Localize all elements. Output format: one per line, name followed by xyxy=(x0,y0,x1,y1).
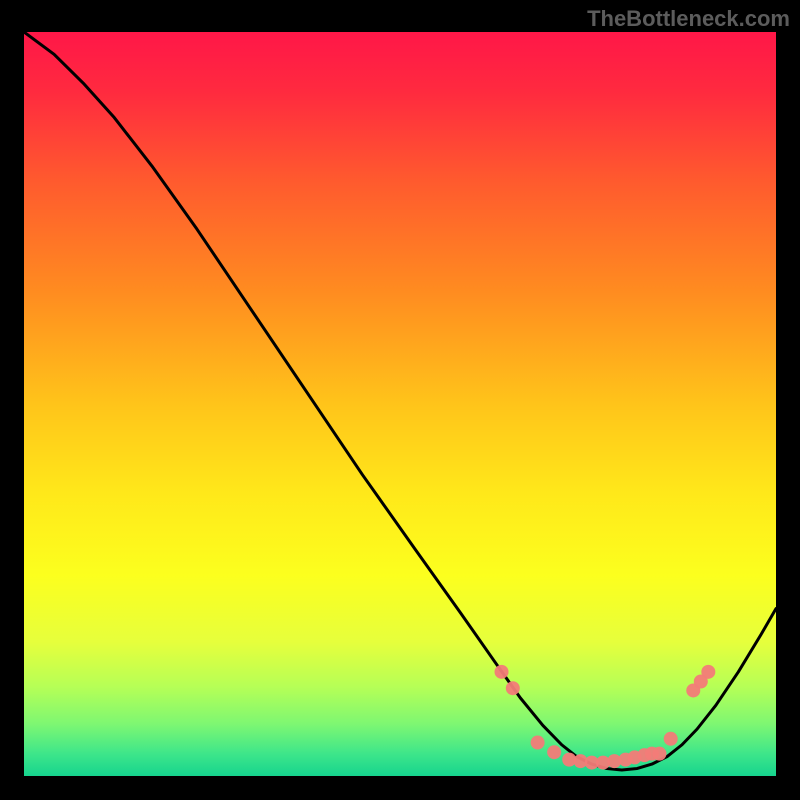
gradient-background xyxy=(24,32,776,776)
watermark-text: TheBottleneck.com xyxy=(587,6,790,32)
plot-area xyxy=(24,32,776,776)
chart-container: TheBottleneck.com xyxy=(0,0,800,800)
